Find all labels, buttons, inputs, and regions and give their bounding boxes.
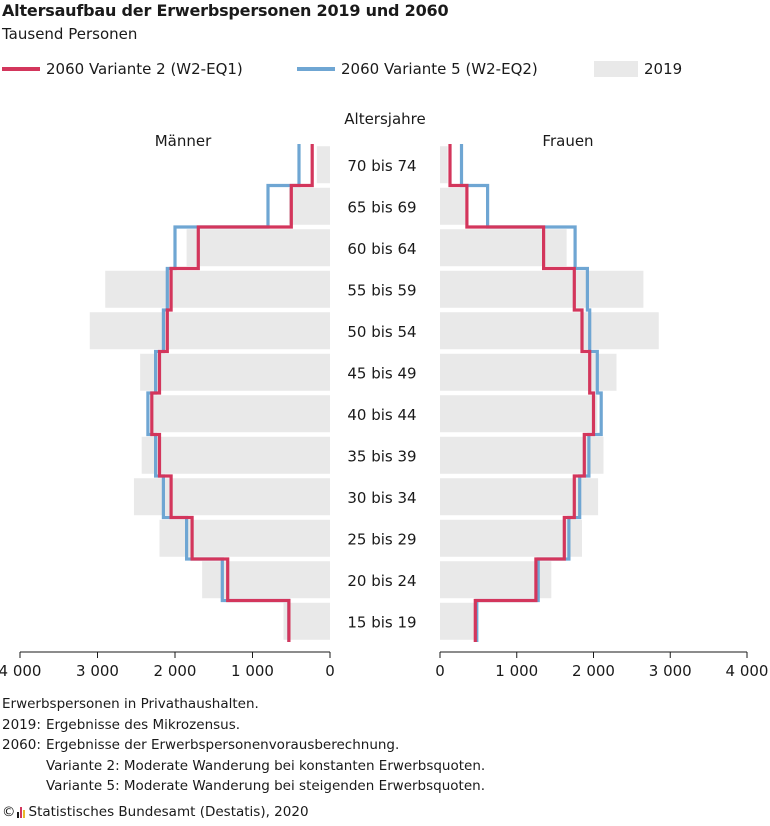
- legend-item-2019: 2019: [594, 60, 682, 78]
- age-group-label: 15 bis 19: [347, 613, 416, 631]
- bar-2019-men: [283, 602, 330, 640]
- age-group-label: 60 bis 64: [347, 240, 416, 258]
- x-tick-label-men: 1 000: [231, 662, 274, 680]
- bar-2019-women: [440, 146, 448, 184]
- legend-label-variante-2: 2060 Variante 2 (W2-EQ1): [46, 60, 243, 78]
- age-group-label: 40 bis 44: [347, 406, 416, 424]
- bar-2019-men: [140, 353, 330, 391]
- age-group-label: 20 bis 24: [347, 572, 416, 590]
- bar-2019-women: [440, 353, 617, 391]
- note-variante-5: Variante 5: Moderate Wanderung bei steig…: [46, 778, 485, 794]
- chart-subtitle: Tausend Personen: [2, 25, 138, 43]
- age-group-label: 65 bis 69: [347, 198, 416, 216]
- note-2019-text: Ergebnisse des Mikrozensus.: [46, 716, 241, 733]
- legend-swatch-2019: [594, 61, 638, 77]
- bar-2019-women: [440, 395, 598, 433]
- center-axis-label: Altersjahre: [344, 110, 425, 128]
- bar-2019-women: [440, 561, 552, 599]
- x-tick-label-men: 2 000: [154, 662, 197, 680]
- bar-2019-men: [89, 312, 330, 350]
- legend-swatch-variante-2: [2, 67, 40, 71]
- age-group-label: 50 bis 54: [347, 323, 416, 341]
- legend-item-variante-2: 2060 Variante 2 (W2-EQ1): [2, 60, 243, 78]
- legend-item-variante-5: 2060 Variante 5 (W2-EQ2): [297, 60, 538, 78]
- age-group-label: 55 bis 59: [347, 281, 416, 299]
- note-variante-2: Variante 2: Moderate Wanderung bei konst…: [46, 757, 486, 774]
- bar-2019-men: [151, 395, 330, 433]
- note-2060-text: Ergebnisse der Erwerbspersonenvorausbere…: [46, 737, 400, 753]
- right-panel-label: Frauen: [542, 132, 593, 150]
- age-group-label: 70 bis 74: [347, 157, 416, 175]
- bar-2019-women: [440, 519, 582, 557]
- x-tick-label-women: 0: [435, 662, 445, 680]
- note-2060-label: 2060:: [2, 737, 41, 753]
- bar-2019-men: [133, 478, 330, 516]
- source-footer: © Statistisches Bundesamt (Destatis), 20…: [2, 804, 309, 820]
- x-tick-label-men: 4 000: [0, 662, 41, 680]
- population-pyramid-chart: Altersjahre Männer Frauen 70 bis 74 65 bis 6…: [0, 110, 769, 680]
- destatis-logo-icon: [16, 806, 26, 818]
- source-text: Statistisches Bundesamt (Destatis), 2020: [28, 804, 309, 820]
- age-group-label: 25 bis 29: [347, 530, 416, 548]
- legend-label-variante-5: 2060 Variante 5 (W2-EQ2): [341, 60, 538, 78]
- bar-2019-women: [440, 436, 604, 474]
- age-group-label: 30 bis 34: [347, 489, 416, 507]
- bar-2019-men: [141, 436, 330, 474]
- bar-2019-women: [440, 229, 567, 267]
- bar-2019-women: [440, 187, 466, 225]
- legend-swatch-variante-5: [297, 67, 335, 71]
- legend: 2060 Variante 2 (W2-EQ1) 2060 Variante 5…: [0, 60, 770, 84]
- age-group-label: 45 bis 49: [347, 364, 416, 382]
- bar-2019-men: [316, 146, 330, 184]
- bar-2019-women: [440, 602, 475, 640]
- bar-2019-men: [186, 229, 330, 267]
- note-line-1: Erwerbspersonen in Privathaushalten.: [2, 696, 259, 712]
- bar-2019-women: [440, 478, 599, 516]
- bar-2019-men: [288, 187, 330, 225]
- notes: Erwerbspersonen in Privathaushalten. 201…: [2, 694, 485, 797]
- x-tick-label-men: 0: [325, 662, 335, 680]
- note-2019-label: 2019:: [2, 716, 41, 733]
- line-variante-2-women: [448, 144, 596, 642]
- left-panel-label: Männer: [155, 132, 212, 150]
- age-group-label: 35 bis 39: [347, 447, 416, 465]
- x-tick-label-women: 2 000: [572, 662, 615, 680]
- x-tick-label-men: 3 000: [76, 662, 119, 680]
- chart-title: Altersaufbau der Erwerbspersonen 2019 un…: [2, 1, 449, 20]
- line-variante-2-men: [150, 144, 314, 642]
- bar-2019-men: [105, 270, 330, 308]
- x-tick-label-women: 3 000: [649, 662, 692, 680]
- copyright-symbol: ©: [2, 804, 16, 820]
- bar-2019-women: [440, 270, 644, 308]
- bar-2019-women: [440, 312, 659, 350]
- legend-label-2019: 2019: [644, 60, 683, 78]
- x-tick-label-women: 1 000: [495, 662, 538, 680]
- x-tick-label-women: 4 000: [726, 662, 769, 680]
